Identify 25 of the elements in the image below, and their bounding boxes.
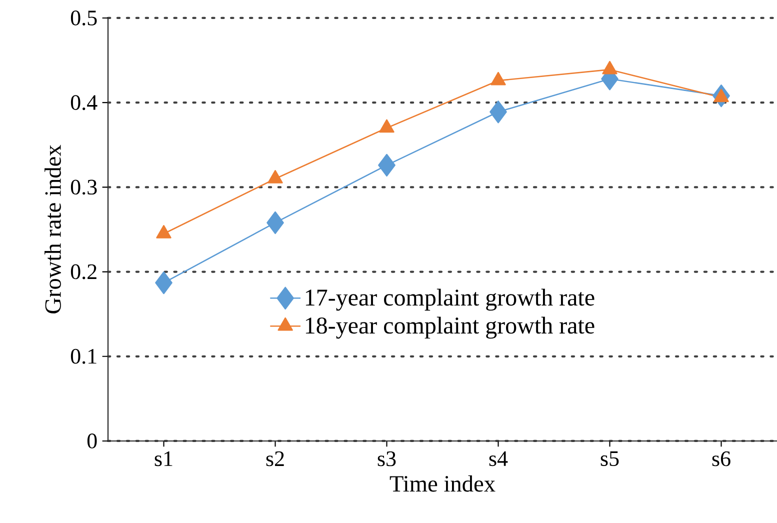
point [266, 211, 284, 234]
x-tick-label: s1 [154, 451, 172, 466]
x-tick-label: s4 [489, 451, 508, 466]
y-tick-label: 0.4 [70, 95, 98, 110]
y-tick-label: 0 [87, 434, 97, 448]
point [155, 271, 172, 294]
x-axis-title: Time index [390, 475, 496, 492]
y-tick-label: 0.2 [70, 264, 96, 280]
y-tick-label: 0.3 [70, 180, 97, 195]
x-tick-label: s3 [378, 451, 396, 466]
point [602, 60, 618, 74]
point [378, 154, 396, 177]
x-tick-label: s2 [266, 451, 284, 466]
legend-label: 17-year complaint growth rate [306, 288, 594, 311]
x-tick-label: s6 [712, 451, 730, 466]
y-tick-label: 0.1 [70, 348, 96, 364]
point [268, 170, 283, 184]
point [156, 225, 172, 238]
point [714, 88, 729, 102]
legend-label: 18-year complaint growth rate [306, 316, 594, 339]
y-tick-label: 0.5 [70, 10, 97, 26]
point [379, 119, 394, 133]
x-tick-label: s5 [600, 451, 619, 466]
point [490, 72, 506, 86]
y-axis-title: Growth rate index [44, 144, 61, 314]
